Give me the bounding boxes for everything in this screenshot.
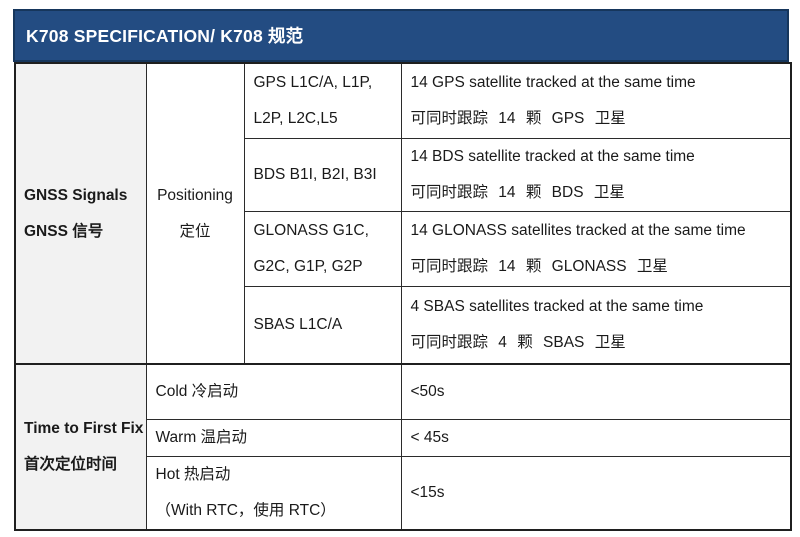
gnss-signals-label-zh: GNSS 信号	[24, 222, 104, 240]
table-row-hot-start: Hot 热启动 （With RTC，使用 RTC） <15s	[15, 455, 792, 530]
sbas-signal-cell: SBAS L1C/A	[243, 285, 402, 365]
gps-desc-en: 14 GPS satellite tracked at the same tim…	[410, 73, 696, 91]
gnss-signals-label-en: GNSS Signals	[24, 186, 128, 204]
bds-signal-line1: BDS B1I, B2I, B3I	[253, 165, 377, 183]
glonass-signal-line2: G2C, G1P, G2P	[253, 257, 363, 275]
ttff-label-zh: 首次定位时间	[24, 455, 118, 473]
title-bar: K708 SPECIFICATION/ K708 规范	[13, 9, 789, 62]
sbas-desc-zh: 可同时跟踪 4 颗 SBAS 卫星	[410, 333, 626, 351]
warm-start-mode-line1: Warm 温启动	[155, 428, 248, 446]
hot-start-value-cell: <15s	[400, 455, 792, 530]
sbas-desc-en: 4 SBAS satellites tracked at the same ti…	[410, 297, 704, 315]
warm-start-value-cell: < 45s	[400, 418, 792, 457]
hot-start-mode-cell: Hot 热启动 （With RTC，使用 RTC）	[145, 455, 402, 530]
warm-start-mode-cell: Warm 温启动	[145, 418, 402, 457]
glonass-desc-en: 14 GLONASS satellites tracked at the sam…	[410, 221, 746, 239]
sbas-signal-line1: SBAS L1C/A	[253, 315, 343, 333]
gps-desc-zh: 可同时跟踪 14 颗 GPS 卫星	[410, 109, 626, 127]
gps-desc-cell: 14 GPS satellite tracked at the same tim…	[400, 62, 792, 139]
glonass-signal-line1: GLONASS G1C,	[253, 221, 369, 239]
gps-signal-line2: L2P, L2C,L5	[253, 109, 338, 127]
table-row-warm-start: Warm 温启动 < 45s	[15, 418, 792, 457]
bds-desc-en: 14 BDS satellite tracked at the same tim…	[410, 147, 695, 165]
glonass-desc-cell: 14 GLONASS satellites tracked at the sam…	[400, 210, 792, 287]
bds-signal-cell: BDS B1I, B2I, B3I	[243, 137, 402, 212]
positioning-label-zh: 定位	[179, 222, 211, 240]
glonass-desc-zh: 可同时跟踪 14 颗 GLONASS 卫星	[410, 257, 668, 275]
bds-desc-zh: 可同时跟踪 14 颗 BDS 卫星	[410, 183, 625, 201]
gnss-signals-label-cell: GNSS Signals GNSS 信号	[14, 62, 147, 365]
cold-start-mode-line1: Cold 冷启动	[155, 382, 239, 400]
table-row-glonass: GLONASS G1C, G2C, G1P, G2P 14 GLONASS sa…	[15, 210, 792, 287]
positioning-label-en: Positioning	[157, 186, 233, 204]
table-row-gps: GNSS Signals GNSS 信号 Positioning 定位 GPS …	[14, 62, 792, 365]
gps-signal-cell: GPS L1C/A, L1P, L2P, L2C,L5	[243, 62, 402, 139]
ttff-label-cell: Time to First Fix 首次定位时间	[14, 363, 147, 530]
cold-start-value-cell: <50s	[400, 363, 792, 420]
glonass-signal-cell: GLONASS G1C, G2C, G1P, G2P	[243, 210, 402, 287]
page-title: K708 SPECIFICATION/ K708 规范	[26, 26, 304, 46]
table-row-cold-start: Time to First Fix 首次定位时间 Cold 冷启动 <50s	[14, 363, 792, 530]
specification-table: GNSS Signals GNSS 信号 Positioning 定位 GPS …	[14, 62, 792, 531]
positioning-label-cell: Positioning 定位	[145, 62, 245, 365]
hot-start-mode-line1: Hot 热启动	[155, 465, 231, 483]
sbas-desc-cell: 4 SBAS satellites tracked at the same ti…	[400, 285, 792, 365]
bds-desc-cell: 14 BDS satellite tracked at the same tim…	[400, 137, 792, 212]
gps-signal-line1: GPS L1C/A, L1P,	[253, 73, 373, 91]
table-row-sbas: SBAS L1C/A 4 SBAS satellites tracked at …	[15, 285, 792, 365]
ttff-label-en: Time to First Fix	[24, 419, 144, 437]
cold-start-mode-cell: Cold 冷启动	[145, 363, 402, 420]
table-row-bds: BDS B1I, B2I, B3I 14 BDS satellite track…	[15, 137, 792, 212]
hot-start-mode-line2: （With RTC，使用 RTC）	[155, 501, 336, 519]
